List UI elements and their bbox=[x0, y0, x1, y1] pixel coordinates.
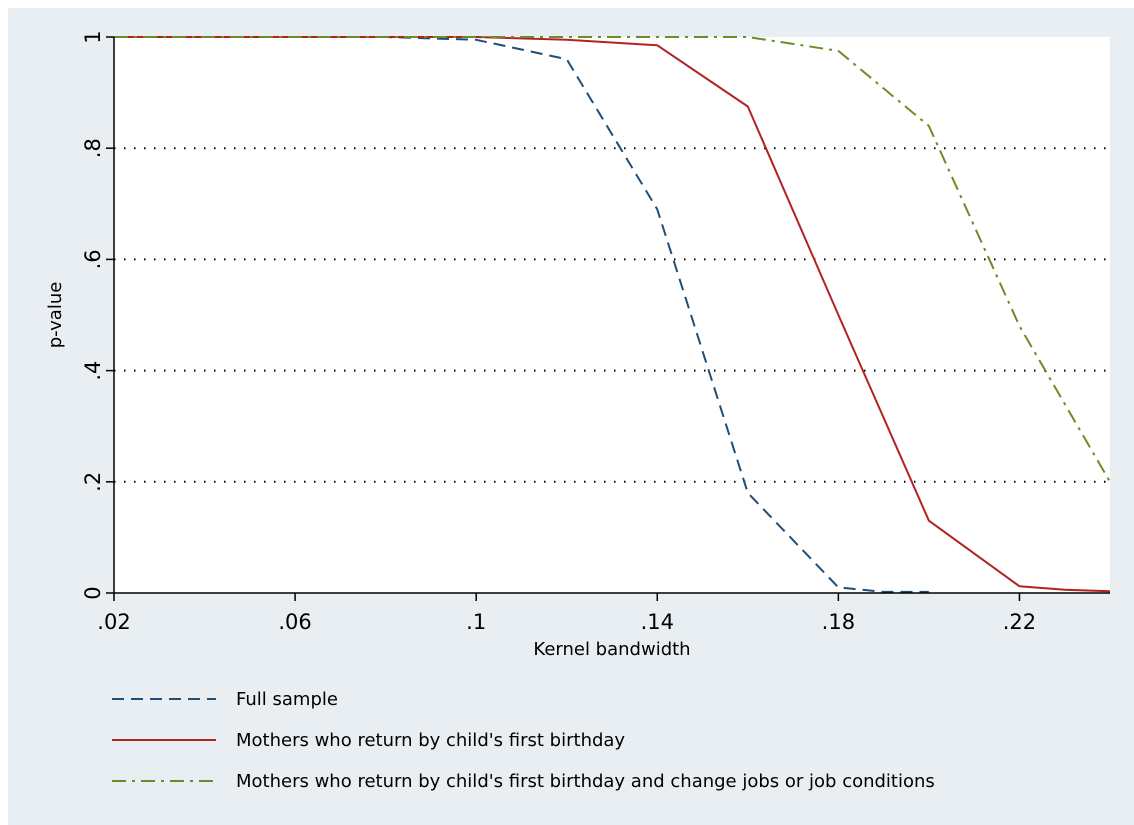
x-tick-label: .22 bbox=[1003, 610, 1036, 634]
y-tick-label: 0 bbox=[81, 586, 105, 599]
x-tick-label: .02 bbox=[97, 610, 130, 634]
x-tick-label: .06 bbox=[278, 610, 311, 634]
x-tick-label: .1 bbox=[466, 610, 486, 634]
y-tick-label: .6 bbox=[81, 249, 105, 269]
y-tick-label: .2 bbox=[81, 472, 105, 492]
series-lines bbox=[114, 36, 1111, 593]
series-line-1 bbox=[114, 36, 929, 593]
chart-background: 0 .2 .4 .6 .8 1 .02 .06 .1 .14 .18 .22 Kernel bandw… bbox=[8, 8, 1134, 825]
y-tick-label: .8 bbox=[81, 138, 105, 158]
x-tick-label: .18 bbox=[822, 610, 855, 634]
gridlines bbox=[114, 147, 1110, 483]
series-line-3 bbox=[114, 36, 1111, 483]
legend-label-2: Mothers who return by child's first birt… bbox=[236, 730, 625, 751]
y-tick-label: .4 bbox=[81, 361, 105, 381]
y-tick-label: 1 bbox=[81, 30, 105, 43]
legend-label-1: Full sample bbox=[236, 689, 338, 710]
tick-marks-and-labels: 0 .2 .4 .6 .8 1 .02 .06 .1 .14 .18 .22 bbox=[81, 30, 1036, 634]
plot-area bbox=[114, 37, 1110, 593]
p-value-line-chart: 0 .2 .4 .6 .8 1 .02 .06 .1 .14 .18 .22 Kernel bandw… bbox=[45, 30, 1111, 792]
axes bbox=[113, 37, 1110, 594]
x-axis-title: Kernel bandwidth bbox=[533, 639, 690, 660]
y-axis-title: p-value bbox=[45, 282, 66, 349]
legend-label-3: Mothers who return by child's first birt… bbox=[236, 771, 935, 792]
legend: Full sample Mothers who return by child's… bbox=[112, 689, 935, 792]
x-tick-label: .14 bbox=[641, 610, 674, 634]
